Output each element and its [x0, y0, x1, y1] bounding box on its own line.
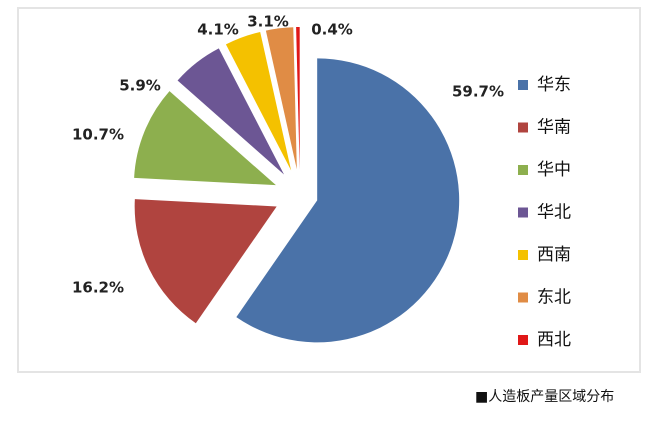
legend-swatch	[518, 165, 528, 175]
pie-slice	[134, 199, 277, 324]
pie-slice	[296, 27, 300, 170]
legend-label: 华南	[537, 118, 571, 138]
legend-label: 华东	[537, 75, 571, 95]
pie-slice	[134, 91, 276, 186]
pie-slice	[265, 27, 297, 170]
value-label: 16.2%	[72, 279, 124, 297]
value-label: 10.7%	[72, 126, 124, 144]
legend-label: 华北	[537, 203, 571, 223]
legend-swatch	[518, 335, 528, 345]
legend-label: 华中	[537, 160, 571, 180]
value-label: 0.4%	[311, 21, 353, 39]
legend-label: 东北	[537, 288, 571, 308]
pie-slice	[177, 48, 285, 175]
legend-swatch	[518, 292, 528, 303]
legend-swatch	[518, 80, 528, 90]
legend-swatch	[518, 207, 528, 218]
value-label: 3.1%	[247, 13, 289, 31]
caption: ■人造板产量区域分布	[475, 389, 614, 405]
legend-swatch	[518, 250, 528, 260]
value-label: 59.7%	[452, 83, 504, 101]
legend-label: 西北	[537, 330, 571, 350]
pie-slice	[225, 31, 292, 171]
legend-swatch	[518, 122, 528, 133]
value-label: 5.9%	[119, 77, 161, 95]
pie-slice	[236, 58, 460, 343]
legend-label: 西南	[537, 245, 571, 265]
value-label: 4.1%	[197, 21, 239, 39]
